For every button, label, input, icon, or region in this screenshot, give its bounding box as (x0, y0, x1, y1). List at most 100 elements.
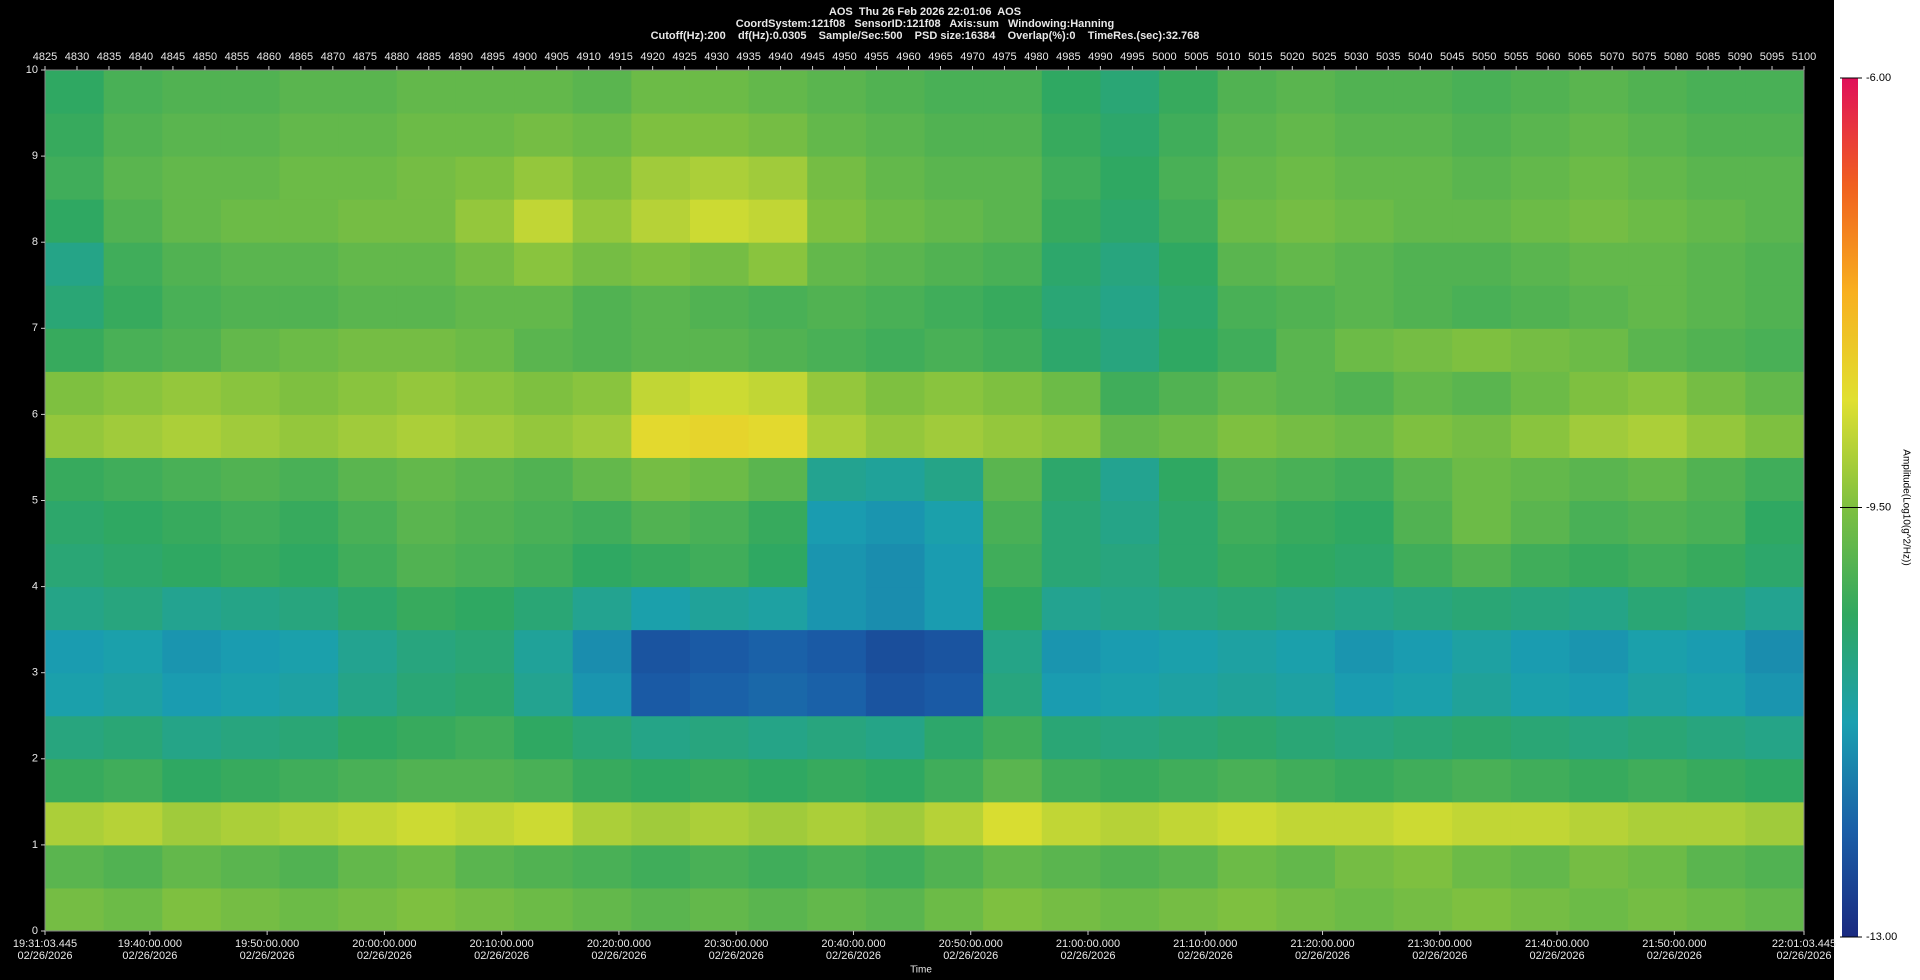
x2-tick-label: 5010 (1216, 51, 1240, 63)
heatmap-cell (1452, 801, 1512, 846)
heatmap-cell (631, 70, 691, 114)
heatmap-cell (514, 371, 574, 415)
heatmap-cell (865, 758, 925, 803)
heatmap-cell (1217, 70, 1277, 114)
heatmap-cell (983, 328, 1043, 372)
heatmap-cell (1100, 199, 1160, 243)
heatmap-cell (983, 715, 1043, 760)
heatmap-cell (1686, 672, 1746, 717)
heatmap-cell (924, 156, 984, 200)
heatmap-cell (807, 328, 867, 372)
heatmap-cell (983, 457, 1043, 501)
x2-tick-label: 5055 (1504, 51, 1528, 63)
heatmap-cell (1041, 500, 1101, 545)
heatmap-cell (1745, 371, 1805, 415)
heatmap-cell (1217, 371, 1277, 415)
heatmap-cell (1686, 500, 1746, 545)
heatmap-cell (220, 887, 281, 932)
heatmap-cell (572, 199, 632, 243)
x2-tick-label: 5080 (1664, 51, 1688, 63)
x2-tick-label: 4975 (992, 51, 1016, 63)
heatmap-cell (1217, 500, 1277, 545)
heatmap-cell (1159, 844, 1219, 889)
heatmap-cell (1159, 371, 1219, 415)
heatmap-cell (572, 672, 632, 717)
heatmap-cell (924, 328, 984, 372)
x-tick-date: 02/26/2026 (240, 950, 295, 962)
x-tick-label: 21:50:00.000 (1642, 938, 1706, 950)
heatmap-cell (1510, 457, 1570, 501)
heatmap-cell (1100, 758, 1160, 803)
heatmap-cell (689, 629, 750, 674)
x2-tick-label: 4915 (608, 51, 632, 63)
heatmap-cell (396, 672, 456, 717)
heatmap-cell (572, 414, 632, 458)
heatmap-cell (865, 199, 925, 243)
heatmap-cell (279, 629, 339, 674)
heatmap-cell (1276, 844, 1336, 889)
heatmap-cell (396, 285, 456, 329)
heatmap-cell (45, 457, 105, 501)
heatmap-cell (338, 887, 398, 932)
x2-tick-label: 4860 (257, 51, 281, 63)
heatmap-cell (103, 113, 163, 157)
x-tick-label: 21:00:00.000 (1056, 938, 1120, 950)
heatmap-cell (396, 199, 456, 243)
heatmap-cell (1628, 629, 1688, 674)
heatmap-cell (1334, 414, 1395, 458)
heatmap-cell (631, 672, 691, 717)
heatmap-cell (162, 70, 222, 114)
heatmap-cell (279, 715, 339, 760)
heatmap-cell (1628, 801, 1688, 846)
heatmap-cell (1041, 70, 1101, 114)
heatmap-cell (103, 285, 163, 329)
heatmap-cell (983, 199, 1043, 243)
heatmap-cell (162, 371, 222, 415)
heatmap-cell (1217, 543, 1277, 588)
heatmap-cell (1628, 328, 1688, 372)
heatmap-cell (865, 500, 925, 545)
heatmap-cell (396, 414, 456, 458)
heatmap-cell (396, 629, 456, 674)
heatmap-cell (689, 715, 750, 760)
heatmap-cell (865, 156, 925, 200)
heatmap-cell (220, 543, 281, 588)
heatmap-cell (396, 328, 456, 372)
heatmap-cell (338, 414, 398, 458)
heatmap-cell (1334, 887, 1395, 932)
heatmap-cell (1276, 156, 1336, 200)
x-tick-date: 02/26/2026 (1776, 950, 1831, 962)
heatmap-cell (748, 328, 808, 372)
heatmap-cell (1452, 586, 1512, 631)
heatmap-cell (1745, 629, 1805, 674)
heatmap-cell (572, 371, 632, 415)
x2-tick-label: 4840 (129, 51, 153, 63)
heatmap-cell (983, 371, 1043, 415)
heatmap-cell (338, 285, 398, 329)
heatmap-cell (103, 328, 163, 372)
heatmap-cell (1452, 242, 1512, 286)
heatmap-cell (103, 371, 163, 415)
heatmap-cell (865, 242, 925, 286)
heatmap-cell (1334, 285, 1395, 329)
x2-tick-label: 4895 (481, 51, 505, 63)
heatmap-cell (455, 672, 515, 717)
x-tick-label: 21:40:00.000 (1525, 938, 1589, 950)
heatmap-cell (1452, 70, 1512, 114)
heatmap-cell (514, 285, 574, 329)
heatmap-cell (1393, 285, 1453, 329)
heatmap-cell (1100, 543, 1160, 588)
heatmap-cell (1686, 758, 1746, 803)
heatmap-cell (572, 801, 632, 846)
heatmap-cell (1276, 586, 1336, 631)
heatmap-cell (1334, 629, 1395, 674)
x2-tick-label: 5015 (1248, 51, 1272, 63)
heatmap-cell (1452, 629, 1512, 674)
heatmap-cell (631, 844, 691, 889)
heatmap-cell (689, 199, 750, 243)
heatmap-cell (1041, 801, 1101, 846)
heatmap-cell (1745, 586, 1805, 631)
heatmap-cell (162, 543, 222, 588)
x2-tick-label: 5020 (1280, 51, 1304, 63)
x-tick-date: 02/26/2026 (122, 950, 177, 962)
